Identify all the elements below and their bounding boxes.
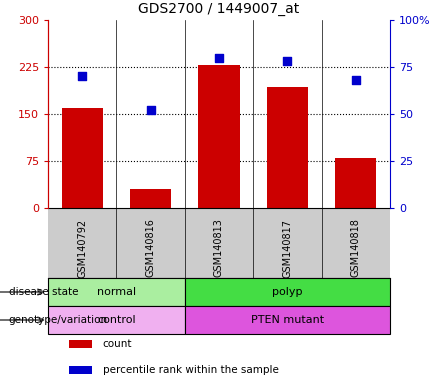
Title: GDS2700 / 1449007_at: GDS2700 / 1449007_at — [139, 2, 300, 16]
Point — [147, 107, 154, 113]
Bar — [68, 340, 93, 348]
Point — [352, 77, 359, 83]
Bar — [68, 366, 93, 374]
Point — [79, 73, 86, 79]
Text: polyp: polyp — [272, 287, 303, 297]
Text: GSM140817: GSM140817 — [282, 218, 292, 278]
Text: percentile rank within the sample: percentile rank within the sample — [103, 365, 278, 375]
Text: disease state: disease state — [9, 287, 78, 297]
Bar — [130, 189, 171, 208]
Text: GSM140818: GSM140818 — [351, 218, 361, 277]
Text: GSM140792: GSM140792 — [77, 218, 87, 278]
Bar — [335, 158, 376, 208]
Text: GSM140813: GSM140813 — [214, 218, 224, 277]
Point — [216, 55, 223, 61]
Text: genotype/variation: genotype/variation — [9, 315, 108, 325]
Text: PTEN mutant: PTEN mutant — [251, 315, 324, 325]
Bar — [48, 278, 185, 306]
Bar — [61, 108, 103, 208]
Text: GSM140816: GSM140816 — [145, 218, 155, 277]
Bar — [185, 278, 390, 306]
Bar — [198, 65, 239, 208]
Bar — [48, 306, 185, 334]
Point — [284, 58, 291, 65]
Text: normal: normal — [97, 287, 136, 297]
Text: control: control — [97, 315, 136, 325]
Bar — [185, 306, 390, 334]
Text: count: count — [103, 339, 132, 349]
Bar — [267, 87, 308, 208]
